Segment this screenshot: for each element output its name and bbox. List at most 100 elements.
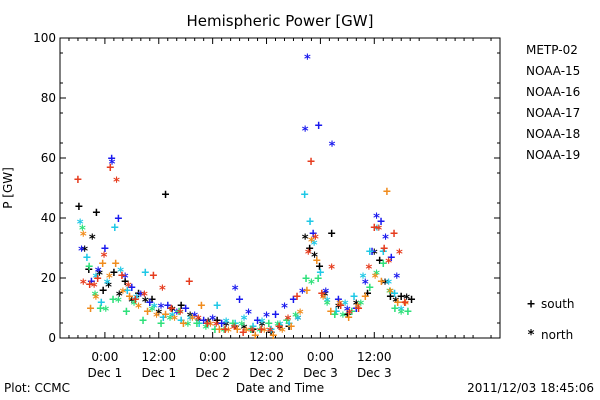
point-noaa-19: * [365, 263, 373, 278]
point-noaa-16: * [397, 305, 405, 320]
point-metp-02: * [352, 299, 360, 314]
x-tick-day-label: Dec 1 [88, 366, 123, 380]
point-noaa-15: * [361, 278, 369, 293]
point-noaa-16: * [240, 314, 248, 329]
point-noaa-19: * [304, 248, 312, 263]
point-noaa-19: + [293, 290, 301, 305]
point-metp-02: + [148, 293, 156, 308]
point-noaa-18: + [162, 308, 170, 323]
marker-legend: + south * north [527, 297, 574, 343]
point-noaa-15: * [281, 302, 289, 317]
point-noaa-19: * [212, 320, 220, 335]
point-noaa-15: * [299, 287, 307, 302]
plot-frame [59, 37, 501, 339]
point-noaa-15: * [94, 266, 102, 281]
point-noaa-16: + [195, 317, 203, 332]
point-noaa-19: * [396, 248, 404, 263]
point-noaa-15: * [322, 287, 330, 302]
point-noaa-19: * [375, 224, 383, 239]
point-noaa-16: * [258, 317, 266, 332]
point-noaa-16: + [249, 320, 257, 335]
point-noaa-16: + [285, 317, 293, 332]
point-noaa-16: + [379, 245, 387, 260]
point-metp-02: + [177, 299, 185, 314]
point-noaa-19: + [149, 269, 157, 284]
point-noaa-17: * [202, 323, 210, 338]
point-noaa-15: * [108, 158, 116, 173]
point-noaa-19: + [337, 299, 345, 314]
point-noaa-16: + [391, 287, 399, 302]
point-noaa-15: + [164, 299, 172, 314]
point-metp-02: + [75, 200, 83, 215]
point-noaa-19: + [132, 293, 140, 308]
point-noaa-19: + [307, 155, 315, 170]
point-noaa-16: + [213, 299, 221, 314]
point-noaa-16: * [385, 278, 393, 293]
point-noaa-15: * [231, 284, 239, 299]
point-metp-02: * [301, 233, 309, 248]
point-noaa-17: * [114, 296, 122, 311]
point-noaa-16: * [373, 224, 381, 239]
point-noaa-17: * [91, 290, 99, 305]
point-noaa-17: * [256, 326, 264, 341]
point-noaa-19: + [106, 161, 114, 176]
point-noaa-16: + [366, 245, 374, 260]
point-noaa-15: * [393, 272, 401, 287]
point-metp-02: * [168, 305, 176, 320]
point-noaa-16: + [301, 188, 309, 203]
point-noaa-19: * [113, 176, 121, 191]
point-noaa-17: + [175, 305, 183, 320]
point-noaa-19: * [248, 326, 256, 341]
point-metp-02: + [267, 326, 275, 341]
point-noaa-18: + [251, 329, 259, 344]
point-noaa-18: + [87, 302, 95, 317]
point-noaa-17: + [247, 323, 255, 338]
point-noaa-19: + [275, 320, 283, 335]
point-noaa-19: * [124, 281, 132, 296]
point-noaa-17: + [123, 305, 131, 320]
x-tick-time-label: 12:00 [249, 350, 284, 364]
point-noaa-19: * [385, 257, 393, 272]
point-noaa-16: * [341, 299, 349, 314]
legend-entry: METP-02 [526, 43, 578, 57]
point-metp-02: + [213, 314, 221, 329]
point-metp-02: + [285, 320, 293, 335]
point-noaa-17: * [373, 269, 381, 284]
point-noaa-18: * [371, 272, 379, 287]
point-noaa-19: + [390, 227, 398, 242]
point-noaa-19: + [401, 296, 409, 311]
point-noaa-18: * [319, 293, 327, 308]
point-noaa-15: + [146, 296, 154, 311]
point-noaa-19: + [74, 173, 82, 188]
point-noaa-16: + [141, 266, 149, 281]
point-noaa-15: + [352, 302, 360, 317]
point-noaa-17: * [166, 314, 174, 329]
point-noaa-17: + [109, 293, 117, 308]
point-noaa-17: + [139, 314, 147, 329]
point-noaa-19: * [100, 251, 108, 266]
point-noaa-18: * [206, 320, 214, 335]
point-noaa-19: * [346, 308, 354, 323]
point-noaa-18: * [242, 326, 250, 341]
point-noaa-16: * [103, 278, 111, 293]
x-tick-day-label: Dec 2 [195, 366, 230, 380]
point-noaa-19: * [79, 278, 87, 293]
point-noaa-18: + [303, 284, 311, 299]
point-noaa-17: * [79, 224, 87, 239]
point-noaa-19: + [380, 242, 388, 257]
point-noaa-17: + [211, 323, 219, 338]
point-metp-02: * [115, 290, 123, 305]
point-noaa-15: + [290, 293, 298, 308]
point-noaa-18: * [260, 326, 268, 341]
point-noaa-17: + [348, 305, 356, 320]
point-noaa-18: * [387, 287, 395, 302]
point-noaa-16: * [276, 320, 284, 335]
point-noaa-17: * [292, 311, 300, 326]
point-noaa-19: * [230, 323, 238, 338]
point-metp-02: + [99, 284, 107, 299]
point-noaa-18: * [171, 314, 179, 329]
point-metp-02: * [258, 320, 266, 335]
data-points: +*+*+*+*+*+*+*+*+* +* + * + * + * + * + * + **+*+*+* +… [74, 53, 416, 344]
point-noaa-15: + [368, 245, 376, 260]
point-noaa-17: + [366, 281, 374, 296]
